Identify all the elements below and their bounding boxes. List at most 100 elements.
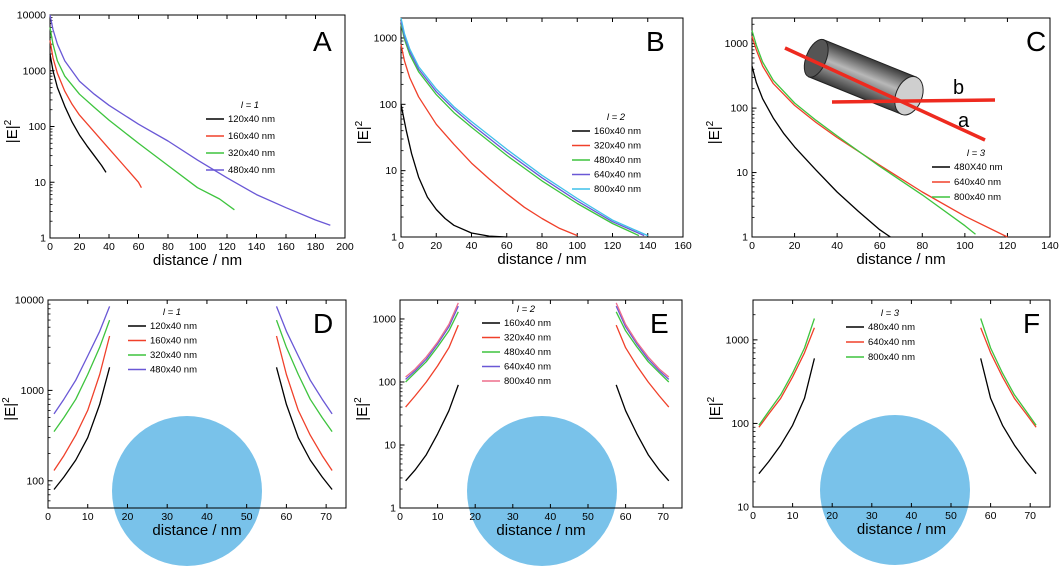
plot-frame-c bbox=[752, 18, 1050, 237]
x-tick-label-a: 20 bbox=[74, 241, 86, 253]
y-axis-title-text-b: |E| bbox=[355, 126, 372, 144]
x-tick-label-b: 160 bbox=[674, 240, 692, 252]
legend-entry-a: 160x40 nm bbox=[228, 131, 275, 142]
x-tick-label-a: 60 bbox=[133, 241, 145, 253]
nanosphere-f bbox=[820, 415, 970, 565]
nanorod-inset: ab bbox=[785, 36, 995, 140]
x-axis-title-e: distance / nm bbox=[496, 522, 585, 539]
x-tick-label-d: 10 bbox=[82, 511, 94, 523]
y-tick-label-e: 1000 bbox=[373, 313, 397, 325]
x-axis-title-c: distance / nm bbox=[856, 251, 945, 268]
y-axis-title-text-f: |E| bbox=[707, 402, 724, 420]
series-line-e-1 bbox=[406, 325, 459, 407]
x-tick-label-b: 20 bbox=[430, 240, 442, 252]
x-tick-label-f: 20 bbox=[826, 510, 838, 522]
x-tick-label-e: 10 bbox=[432, 511, 444, 523]
y-tick-label-f: 100 bbox=[731, 418, 749, 430]
x-tick-label-c: 100 bbox=[956, 240, 974, 252]
x-tick-label-f: 50 bbox=[945, 510, 957, 522]
legend-entry-c: 800x40 nm bbox=[954, 192, 1001, 203]
x-tick-label-f: 60 bbox=[985, 510, 997, 522]
x-axis-title-b: distance / nm bbox=[497, 251, 586, 268]
y-tick-label-c: 10 bbox=[736, 167, 748, 179]
legend-title-b: l = 2 bbox=[607, 112, 626, 123]
legend-title-d: l = 1 bbox=[163, 307, 181, 318]
series-line-e-0 bbox=[406, 385, 459, 481]
legend-entry-c: 640x40 nm bbox=[954, 177, 1001, 188]
panel-a: 0204060801001201401601802001101001000100… bbox=[3, 10, 354, 270]
series-line-d-2 bbox=[54, 320, 110, 432]
y-tick-label-c: 1000 bbox=[725, 38, 749, 50]
legend-entry-f: 640x40 nm bbox=[868, 337, 915, 348]
y-tick-label-f: 10 bbox=[737, 502, 749, 514]
series-line-right-d-1 bbox=[277, 336, 333, 471]
x-tick-label-d: 50 bbox=[241, 511, 253, 523]
y-tick-label-d: 10000 bbox=[15, 295, 44, 307]
x-tick-label-f: 10 bbox=[787, 510, 799, 522]
legend-entry-b: 160x40 nm bbox=[594, 126, 641, 137]
legend-entry-a: 120x40 nm bbox=[228, 114, 275, 125]
y-tick-label-e: 100 bbox=[378, 376, 396, 388]
legend-entry-e: 640x40 nm bbox=[504, 362, 551, 373]
x-tick-label-a: 160 bbox=[277, 241, 295, 253]
x-tick-label-a: 140 bbox=[248, 241, 266, 253]
legend-entry-b: 800x40 nm bbox=[594, 184, 641, 195]
legend-entry-d: 480x40 nm bbox=[150, 365, 197, 376]
panel-letter-c: C bbox=[1026, 26, 1046, 57]
legend-entry-b: 640x40 nm bbox=[594, 170, 641, 181]
panel-d: 010203040506070100100010000distance / nm… bbox=[1, 295, 346, 567]
legend-a: l = 1120x40 nm160x40 nm320x40 nm480x40 n… bbox=[206, 100, 275, 176]
legend-entry-d: 320x40 nm bbox=[150, 350, 197, 361]
series-line-e-4 bbox=[406, 303, 459, 377]
series-line-a-3 bbox=[50, 15, 330, 225]
y-tick-label-e: 10 bbox=[384, 439, 396, 451]
series-line-b-0 bbox=[401, 104, 507, 237]
y-tick-label-a: 10 bbox=[34, 177, 46, 189]
y-axis-title-sup-a: 2 bbox=[3, 119, 14, 125]
legend-entry-b: 320x40 nm bbox=[594, 141, 641, 152]
y-axis-title-sup-b: 2 bbox=[354, 120, 365, 126]
x-tick-label-a: 0 bbox=[47, 241, 53, 253]
y-axis-title-a: |E|2 bbox=[3, 119, 21, 143]
x-tick-label-a: 180 bbox=[307, 241, 325, 253]
x-tick-label-e: 20 bbox=[469, 511, 481, 523]
x-tick-label-d: 20 bbox=[122, 511, 134, 523]
legend-b: l = 2160x40 nm320x40 nm480x40 nm640x40 n… bbox=[572, 112, 641, 195]
y-axis-title-c: |E|2 bbox=[705, 120, 723, 144]
y-tick-label-b: 1 bbox=[391, 232, 397, 244]
y-tick-label-d: 100 bbox=[26, 475, 44, 487]
series-line-a-1 bbox=[50, 40, 141, 187]
legend-entry-f: 800x40 nm bbox=[868, 352, 915, 363]
x-tick-label-a: 40 bbox=[103, 241, 115, 253]
y-tick-label-a: 1000 bbox=[23, 65, 47, 77]
x-tick-label-a: 200 bbox=[336, 241, 354, 253]
y-axis-title-text-d: |E| bbox=[2, 403, 19, 421]
x-tick-label-e: 0 bbox=[397, 511, 403, 523]
y-axis-title-sup-f: 2 bbox=[706, 396, 717, 402]
y-tick-label-a: 10000 bbox=[17, 10, 46, 22]
legend-title-a: l = 1 bbox=[241, 100, 259, 111]
panel-b: 0204060801001201401601101001000distance … bbox=[354, 18, 692, 268]
series-line-right-e-0 bbox=[616, 385, 669, 481]
plot-frame-a bbox=[50, 15, 345, 238]
x-tick-label-b: 140 bbox=[639, 240, 657, 252]
series-line-f-2 bbox=[759, 319, 815, 426]
x-tick-label-d: 70 bbox=[320, 511, 332, 523]
y-axis-title-text-e: |E| bbox=[354, 403, 371, 421]
inset-label-a: a bbox=[958, 110, 970, 132]
legend-title-e: l = 2 bbox=[517, 304, 536, 315]
y-tick-label-c: 1 bbox=[742, 232, 748, 244]
x-tick-label-b: 40 bbox=[466, 240, 478, 252]
panel-f: 010203040506070101001000distance / nm|E|… bbox=[706, 300, 1050, 565]
legend-title-c: l = 3 bbox=[967, 148, 986, 159]
y-axis-title-e: |E|2 bbox=[353, 397, 371, 421]
x-tick-label-d: 0 bbox=[45, 511, 51, 523]
x-tick-label-f: 0 bbox=[750, 510, 756, 522]
x-tick-label-f: 70 bbox=[1024, 510, 1036, 522]
panel-letter-a: A bbox=[313, 26, 332, 57]
x-tick-label-c: 20 bbox=[789, 240, 801, 252]
panel-c: 0204060801001201401101001000distance / n… bbox=[705, 18, 1059, 268]
legend-entry-e: 800x40 nm bbox=[504, 376, 551, 387]
legend-d: l = 1120x40 nm160x40 nm320x40 nm480x40 n… bbox=[128, 307, 197, 376]
